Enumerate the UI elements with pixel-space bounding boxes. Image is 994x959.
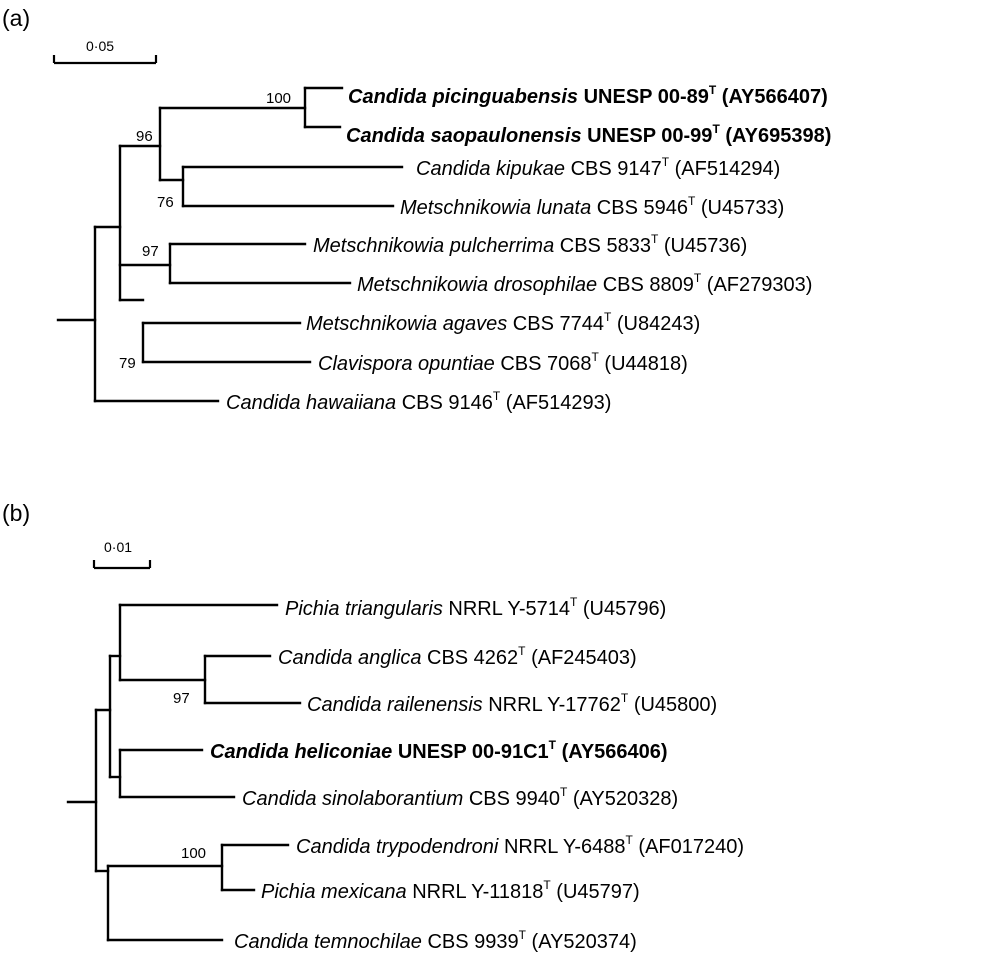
panel-b-taxa: Pichia triangularis NRRL Y-5714T (U45796… (210, 595, 744, 953)
taxon-label: Clavispora opuntiae CBS 7068T (U44818) (318, 350, 688, 375)
panel-a: (a) 0·05 (2, 5, 831, 414)
support-value: 100 (181, 845, 206, 862)
panel-b: (b) 0·01 (2, 500, 744, 953)
panel-a-scale-bar: 0·05 (52, 38, 158, 65)
taxon-label: Candida temnochilae CBS 9939T (AY520374) (234, 928, 637, 953)
support-value: 100 (266, 90, 291, 107)
taxon-label: Candida trypodendroni NRRL Y-6488T (AF01… (296, 833, 744, 858)
taxon-label: Pichia mexicana NRRL Y-11818T (U45797) (261, 878, 640, 903)
support-value: 97 (173, 690, 190, 707)
taxon-label: Candida hawaiiana CBS 9146T (AF514293) (226, 389, 611, 414)
taxon-label: Metschnikowia drosophilae CBS 8809T (AF2… (357, 271, 812, 296)
panel-a-tree (56, 86, 404, 403)
taxon-label: Metschnikowia agaves CBS 7744T (U84243) (306, 310, 700, 335)
panel-a-label: (a) (2, 5, 30, 31)
panel-a-taxa: Candida picinguabensis UNESP 00-89T (AY5… (226, 83, 831, 414)
panel-b-support-values: 97 100 (173, 690, 206, 862)
support-value: 96 (136, 128, 153, 145)
taxon-label: Candida railenensis NRRL Y-17762T (U4580… (307, 691, 717, 716)
taxon-label: Candida kipukae CBS 9147T (AF514294) (416, 155, 780, 180)
panel-a-scale-label: 0·05 (86, 38, 114, 54)
panel-b-tree (66, 603, 302, 942)
taxon-label: Candida picinguabensis UNESP 00-89T (AY5… (348, 83, 828, 108)
taxon-label: Candida sinolaborantium CBS 9940T (AY520… (242, 785, 678, 810)
panel-a-support-values: 100 96 76 97 79 (119, 90, 291, 372)
support-value: 76 (157, 194, 174, 211)
panel-b-scale-label: 0·01 (104, 539, 132, 555)
taxon-label: Metschnikowia lunata CBS 5946T (U45733) (400, 194, 784, 219)
panel-b-label: (b) (2, 500, 30, 526)
support-value: 97 (142, 243, 159, 260)
taxon-label: Candida anglica CBS 4262T (AF245403) (278, 644, 637, 669)
support-value: 79 (119, 355, 136, 372)
taxon-label: Metschnikowia pulcherrima CBS 5833T (U45… (313, 232, 747, 257)
taxon-label: Candida heliconiae UNESP 00-91C1T (AY566… (210, 738, 668, 763)
taxon-label: Pichia triangularis NRRL Y-5714T (U45796… (285, 595, 666, 620)
taxon-label: Candida saopaulonensis UNESP 00-99T (AY6… (346, 122, 831, 147)
panel-b-scale-bar: 0·01 (92, 539, 152, 570)
